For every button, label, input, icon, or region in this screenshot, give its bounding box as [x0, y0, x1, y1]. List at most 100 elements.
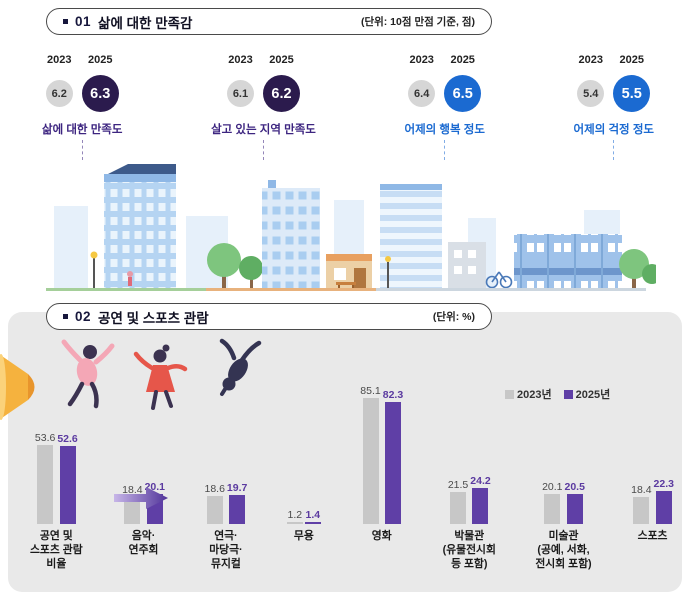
- metric-connector-line: [444, 140, 446, 160]
- metric-happiness: 2023 6.4 2025 6.5 어제의 행복 정도: [404, 54, 485, 160]
- section2-number: 02: [75, 309, 92, 324]
- legend-item: 2025년: [563, 386, 611, 402]
- bar-column: 1.2: [286, 509, 303, 524]
- metric-prev-column: 2023 6.4: [408, 54, 436, 107]
- bar-2025년: [384, 402, 401, 524]
- bar-column: 18.4: [122, 483, 143, 524]
- category-label: 박물관 (유물전시회 등 포함): [442, 530, 496, 571]
- metric-label: 삶에 대한 만족도: [42, 124, 123, 136]
- metric-prev-column: 2023 6.1: [226, 54, 254, 107]
- year-2025-label: 2025: [450, 54, 475, 66]
- metric-prev-column: 2023 6.2: [45, 54, 73, 107]
- bar-value-2025년: 22.3: [653, 478, 674, 490]
- metrics-row: 2023 6.2 2025 6.3 삶에 대한 만족도 2023 6.1 202…: [42, 54, 654, 160]
- value-2025-circle: 6.5: [444, 75, 482, 112]
- legend-label: 2025년: [575, 389, 611, 401]
- value-2023-circle: 5.4: [577, 80, 605, 107]
- cityscape-svg: [46, 164, 662, 291]
- section-bullet-icon: [63, 314, 68, 319]
- metric-curr-column: 2025 5.5: [613, 54, 651, 112]
- bar-2023년: [450, 492, 467, 524]
- year-2025-label: 2025: [87, 54, 113, 66]
- bar-pair: 1.2 1.4: [286, 384, 321, 524]
- bar-value-2025년: 19.7: [226, 481, 248, 494]
- legend-item: 2023년: [505, 386, 552, 402]
- bar-pair: 21.5 24.2: [448, 384, 491, 524]
- bar-value-2023년: 18.6: [204, 483, 225, 496]
- bar-group-5: 21.5 24.2 박물관 (유물전시회 등 포함): [443, 384, 496, 571]
- megaphone-icon: [0, 350, 42, 429]
- metric-area-satisfaction: 2023 6.1 2025 6.2 살고 있는 지역 만족도: [211, 54, 316, 160]
- bar-2023년: [286, 522, 303, 524]
- bar-pair: 18.4 22.3: [631, 384, 674, 524]
- category-label: 스포츠: [637, 530, 668, 542]
- metric-circles: 2023 5.4 2025 5.5: [577, 54, 651, 112]
- metric-circles: 2023 6.2 2025 6.3: [45, 54, 119, 112]
- metric-connector-line: [81, 140, 83, 160]
- bar-group-4: 85.1 82.3 영화: [360, 384, 403, 543]
- bar-value-2023년: 53.6: [34, 431, 56, 444]
- metric-curr-column: 2025 6.3: [81, 54, 119, 112]
- metric-life-satisfaction: 2023 6.2 2025 6.3 삶에 대한 만족도: [42, 54, 122, 160]
- bar-2023년: [37, 444, 54, 524]
- bar-2023년: [206, 496, 223, 524]
- bar-group-2: 18.6 19.7 연극· 마당극· 뮤지컬: [204, 384, 247, 571]
- bar-2025년: [472, 488, 489, 524]
- bar-2023년: [362, 398, 379, 524]
- bar-column: 24.2: [470, 475, 491, 524]
- category-label: 음악· 연주회: [128, 530, 159, 557]
- legend-label: 2023년: [517, 389, 552, 401]
- metric-curr-column: 2025 6.5: [444, 54, 482, 112]
- bar-pair: 18.6 19.7: [204, 384, 247, 524]
- section1-number: 01: [75, 14, 92, 29]
- section1-header: 01 삶에 대한 만족감 (단위: 10점 만점 기준, 점): [46, 8, 492, 35]
- bar-value-2025년: 24.2: [470, 475, 491, 488]
- category-label: 연극· 마당극· 뮤지컬: [209, 530, 243, 571]
- section2-title: 공연 및 스포츠 관람: [98, 310, 209, 326]
- bar-column: 21.5: [448, 479, 468, 524]
- arrow-right-icon: [114, 487, 168, 509]
- bar-column: 19.7: [227, 482, 247, 524]
- metric-prev-column: 2023 5.4: [577, 54, 605, 107]
- bar-2025년: [566, 493, 583, 524]
- bar-pair: 53.6 52.6: [35, 384, 78, 524]
- bar-group-3: 1.2 1.4 무용: [286, 384, 321, 543]
- value-2023-circle: 6.4: [408, 80, 436, 107]
- year-2023-label: 2023: [228, 54, 253, 66]
- bar-value-2025년: 20.5: [564, 480, 585, 493]
- bar-value-2025년: 52.6: [57, 433, 78, 446]
- year-2023-label: 2023: [578, 54, 603, 66]
- year-2023-label: 2023: [409, 54, 434, 66]
- bar-pair: 20.1 20.5: [542, 384, 585, 524]
- section-bullet-icon: [63, 19, 68, 24]
- metric-circles: 2023 6.4 2025 6.5: [408, 54, 482, 112]
- value-2025-circle: 6.3: [81, 75, 119, 112]
- section2-header: 02 공연 및 스포츠 관람 (단위: %): [46, 303, 492, 330]
- bar-column: 20.1: [542, 481, 563, 524]
- bar-column: 1.4: [304, 509, 321, 524]
- legend-swatch: [505, 389, 514, 399]
- bar-column: 53.6: [35, 432, 55, 524]
- section1-title: 삶에 대한 만족감: [98, 15, 193, 31]
- bar-column: 18.4: [631, 484, 652, 524]
- bar-value-2023년: 18.4: [122, 483, 143, 496]
- bar-column: 85.1: [360, 385, 381, 524]
- bar-2023년: [544, 494, 561, 524]
- metric-circles: 2023 6.1 2025 6.2: [226, 54, 300, 112]
- value-2025-circle: 5.5: [613, 75, 651, 112]
- chart-legend: 2023년 2025년: [505, 386, 610, 402]
- year-2023-label: 2023: [46, 54, 72, 66]
- metric-worry: 2023 5.4 2025 5.5 어제의 걱정 정도: [574, 54, 654, 160]
- year-2025-label: 2025: [619, 54, 644, 66]
- metric-label: 어제의 행복 정도: [404, 124, 485, 136]
- bar-2025년: [229, 494, 246, 524]
- value-2023-circle: 6.1: [226, 80, 254, 107]
- bar-column: 82.3: [383, 389, 403, 524]
- bar-group-0: 53.6 52.6 공연 및 스포츠 관람 비율: [30, 384, 83, 571]
- bar-2023년: [124, 496, 141, 524]
- section1-header-left: 01 삶에 대한 만족감: [63, 12, 192, 32]
- metric-connector-line: [613, 140, 615, 160]
- value-2023-circle: 6.2: [45, 80, 73, 107]
- bar-value-2023년: 85.1: [360, 385, 381, 398]
